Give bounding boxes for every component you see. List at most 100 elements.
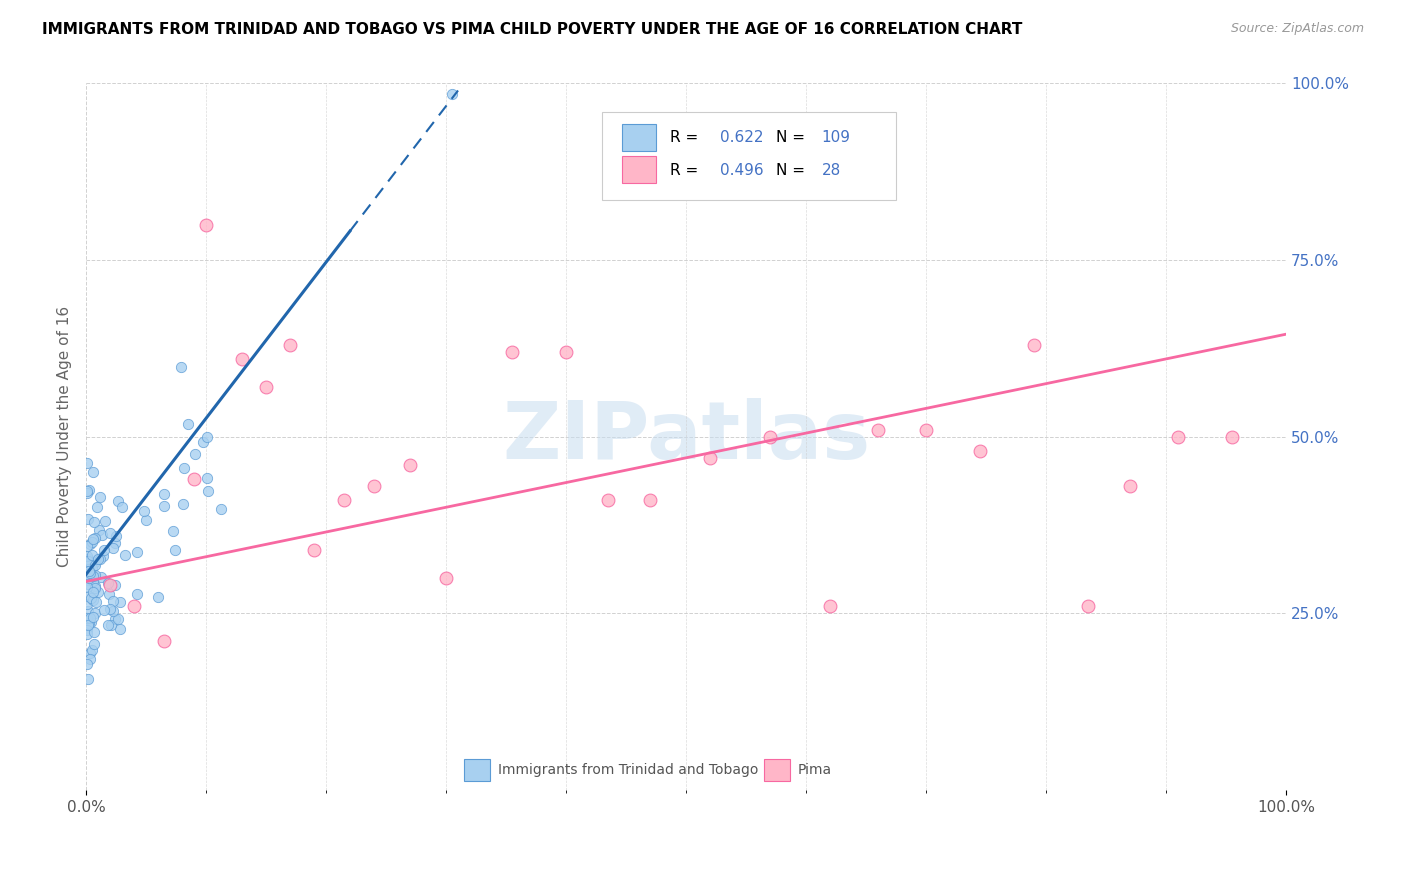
Point: [83, 606, 105, 620]
Point: [77, 577, 100, 591]
Point: [82, 585, 104, 599]
Point: [77, 554, 100, 568]
Point: [83, 531, 105, 545]
Point: [101, 594, 124, 608]
Point: [76, 552, 98, 566]
Point: [146, 591, 169, 605]
Point: [84, 579, 107, 593]
Point: [77, 672, 100, 686]
Point: [122, 599, 145, 614]
Text: 109: 109: [821, 130, 851, 145]
Point: [441, 87, 464, 101]
Bar: [623, 156, 657, 183]
Point: [98, 525, 121, 540]
Point: [82, 593, 104, 607]
Point: [82, 569, 104, 583]
Point: [177, 417, 200, 431]
Point: [76, 484, 98, 499]
Point: [1077, 599, 1099, 614]
Point: [100, 618, 122, 632]
Point: [86, 594, 108, 608]
Text: 0.622: 0.622: [720, 130, 763, 145]
Point: [638, 493, 661, 508]
Point: [104, 536, 127, 550]
Point: [104, 611, 127, 625]
Point: [501, 344, 523, 359]
Point: [82, 574, 104, 589]
Point: [98, 602, 121, 616]
Point: [82, 465, 104, 479]
Point: [105, 529, 128, 543]
Point: [76, 611, 98, 625]
Bar: [623, 124, 657, 151]
Point: [363, 479, 385, 493]
Point: [76, 558, 98, 572]
Point: [209, 501, 232, 516]
Point: [111, 500, 134, 514]
Text: R =: R =: [671, 163, 703, 178]
Point: [197, 484, 219, 499]
Point: [97, 575, 120, 590]
Point: [969, 443, 991, 458]
Text: N =: N =: [776, 130, 810, 145]
Point: [114, 548, 136, 562]
Point: [278, 338, 301, 352]
Point: [125, 587, 148, 601]
Point: [76, 627, 98, 641]
Point: [191, 435, 214, 450]
Point: [77, 572, 100, 586]
FancyBboxPatch shape: [602, 112, 896, 200]
Point: [399, 458, 422, 472]
Point: [195, 430, 218, 444]
Point: [79, 615, 101, 629]
Point: [84, 581, 107, 595]
Point: [434, 571, 457, 585]
Point: [77, 512, 100, 526]
Point: [172, 497, 194, 511]
Point: [77, 617, 100, 632]
Text: Immigrants from Trinidad and Tobago: Immigrants from Trinidad and Tobago: [498, 763, 758, 777]
Text: N =: N =: [776, 163, 810, 178]
Point: [76, 456, 98, 470]
Point: [79, 652, 101, 666]
Point: [596, 493, 619, 508]
Point: [108, 595, 131, 609]
Point: [82, 532, 104, 546]
Bar: [464, 759, 491, 781]
Point: [86, 500, 108, 514]
Point: [79, 611, 101, 625]
Point: [101, 604, 124, 618]
Point: [87, 523, 110, 537]
Point: [1167, 430, 1189, 444]
Point: [184, 447, 207, 461]
Point: [80, 561, 103, 575]
Point: [76, 573, 98, 587]
Point: [1220, 430, 1243, 444]
Point: [79, 566, 101, 581]
Point: [76, 657, 98, 672]
Point: [183, 472, 205, 486]
Point: [104, 578, 127, 592]
Point: [86, 552, 108, 566]
Point: [83, 568, 105, 582]
Point: [333, 493, 356, 508]
Point: [302, 542, 325, 557]
Point: [80, 643, 103, 657]
Point: [108, 622, 131, 636]
Point: [107, 612, 129, 626]
Point: [90, 569, 112, 583]
Point: [135, 513, 157, 527]
Point: [82, 610, 104, 624]
Point: [76, 604, 98, 618]
Point: [98, 578, 121, 592]
Point: [76, 485, 98, 500]
Point: [83, 555, 105, 569]
Text: 28: 28: [821, 163, 841, 178]
Point: [76, 623, 98, 637]
Point: [79, 566, 101, 581]
Text: ZIPatlas: ZIPatlas: [502, 398, 870, 475]
Point: [77, 564, 100, 578]
Point: [79, 615, 101, 630]
Point: [699, 450, 721, 465]
Point: [87, 584, 110, 599]
